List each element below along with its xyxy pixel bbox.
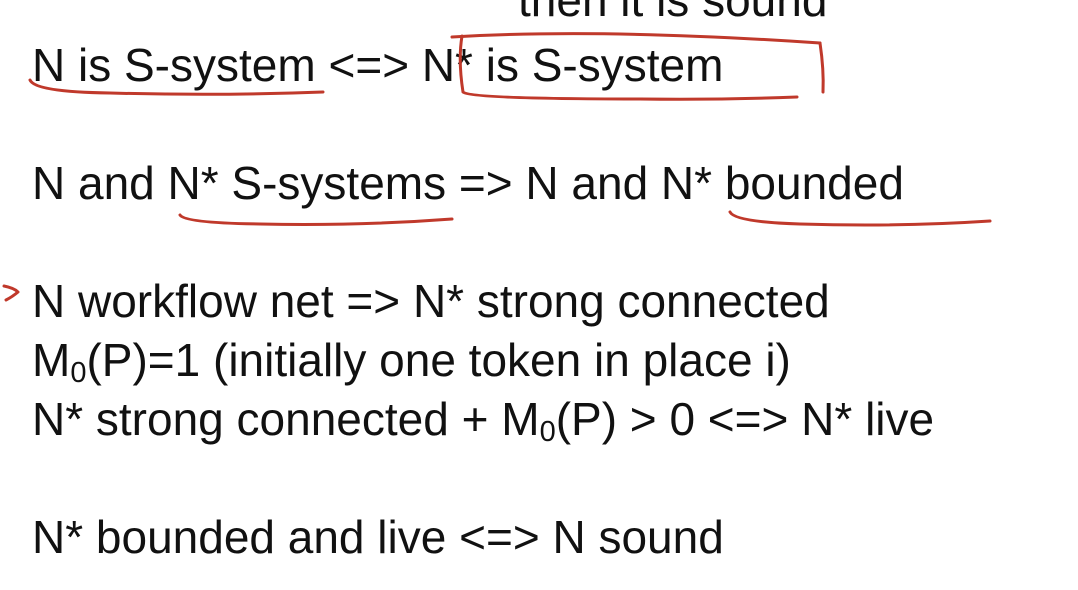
marking-symbol: M <box>32 334 71 386</box>
statement-strong-connected-live: N* strong connected + M0(P) > 0 <=> N* l… <box>32 396 934 447</box>
marking-subscript: 0 <box>539 416 556 448</box>
statement-workflow-strong-connected: N workflow net => N* strong connected <box>32 275 830 327</box>
marking-subscript: 0 <box>70 357 87 389</box>
box-n-star-is-s-system-right <box>818 41 825 94</box>
arrow-mark-icon <box>2 284 20 302</box>
live-condition-text: (P) > 0 <=> N* live <box>555 393 935 445</box>
underline-n-star-bounded <box>728 210 992 227</box>
strong-connected-text: N* strong connected + M <box>32 393 540 445</box>
underline-n-star-s-systems <box>178 213 454 226</box>
initial-marking-text: (P)=1 (initially one token in place i) <box>86 334 791 386</box>
statement-bounded-live-sound: N* bounded and live <=> N sound <box>32 511 724 563</box>
clipped-heading-fragment: then it is sound <box>518 0 828 26</box>
statement-initial-marking: M0(P)=1 (initially one token in place i) <box>32 337 791 388</box>
statement-s-systems-bounded: N and N* S-systems => N and N* bounded <box>32 157 904 209</box>
statement-s-system-equivalence: N is S-system <=> N* is S-system <box>32 39 724 91</box>
